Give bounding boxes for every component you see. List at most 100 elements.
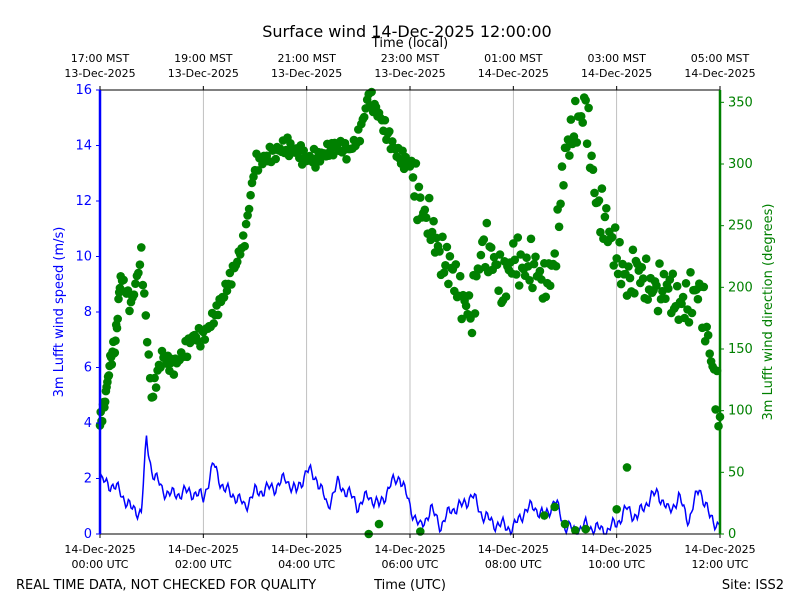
right-tick-label: 100 [728,404,753,419]
top-tick-time: 19:00 MST [174,52,233,65]
wind-direction-point [643,295,652,304]
wind-direction-point [150,373,159,383]
wind-direction-point [169,370,179,379]
bottom-tick-date: 14-Dec-2025 [271,543,342,556]
wind-direction-point [253,166,263,175]
wind-direction-point [421,213,431,222]
wind-direction-point [486,243,496,252]
wind-direction-point [687,308,697,318]
bottom-tick-date: 14-Dec-2025 [581,543,652,556]
wind-direction-point [684,318,694,327]
left-tick-label: 14 [75,139,92,154]
wind-direction-point [702,322,711,332]
wind-direction-point [244,204,254,214]
wind-direction-point [311,163,320,172]
top-tick-time: 05:00 MST [691,52,750,65]
wind-speed-series [99,435,721,537]
top-tick-time: 03:00 MST [587,52,646,65]
wind-direction-point [607,232,617,242]
wind-direction-point [528,283,537,293]
wind-direction-point [703,330,713,340]
wind-direction-point [455,271,465,281]
wind-direction-point [342,155,351,164]
wind-direction-point [196,342,205,351]
wind-direction-point [416,193,425,202]
wind-direction-point [129,290,139,300]
left-tick-label: 0 [84,527,92,542]
wind-direction-point [584,103,593,113]
wind-direction-point [510,255,520,265]
wind-direction-point [113,314,122,324]
wind-direction-point [227,280,236,289]
wind-direction-point [622,463,632,472]
wind-direction-point [144,350,153,359]
wind-direction-point [416,527,425,536]
wind-direction-point [367,87,376,97]
wind-direction-point [513,233,523,242]
left-tick-label: 2 [84,472,92,487]
wind-direction-point [219,293,229,302]
wind-direction-point [429,216,438,226]
wind-direction-point [597,184,607,193]
wind-direction-point [535,266,545,276]
wind-direction-point [541,292,551,302]
wind-direction-point [442,242,452,252]
wind-direction-point [104,371,114,380]
bottom-tick-time: 12:00 UTC [691,558,748,571]
bottom-tick-date: 14-Dec-2025 [684,543,755,556]
wind-direction-point [107,360,117,369]
wind-direction-point [141,311,151,320]
wind-direction-point [271,154,281,164]
wind-direction-point [246,190,255,200]
right-tick-label: 0 [728,527,736,542]
wind-direction-point [222,286,232,296]
wind-direction-point [131,279,140,289]
wind-direction-point [609,261,618,270]
wind-direction-point [134,268,143,278]
wind-direction-point [470,309,480,318]
wind-direction-point [240,241,249,251]
wind-direction-point [414,182,424,192]
wind-direction-point [655,259,664,268]
left-tick-label: 12 [75,194,92,209]
wind-direction-point [681,279,691,288]
wind-direction-point [137,243,146,252]
wind-direction-point [445,251,455,261]
wind-direction-point [602,204,611,213]
wind-direction-point [677,299,686,309]
wind-direction-point [550,502,559,512]
wind-direction-point [501,292,511,302]
wind-direction-point [653,306,663,316]
wind-direction-point [630,289,639,298]
wind-direction-point [624,262,633,271]
wind-direction-point [578,118,587,127]
wind-direction-point [612,505,621,514]
wind-direction-point [238,231,248,240]
top-tick-date: 13-Dec-2025 [271,67,342,80]
wind-direction-point [299,146,309,155]
wind-direction-point [659,269,669,279]
site-label: Site: ISS2 [722,578,784,593]
wind-direction-point [464,291,474,300]
chart-title: Surface wind 14-Dec-2025 12:00:00 [262,22,551,41]
top-tick-time: 23:00 MST [381,52,440,65]
wind-direction-point [554,222,564,232]
wind-direction-point [142,337,152,347]
left-axis-label: 3m Lufft wind speed (m/s) [52,227,67,398]
wind-direction-point [571,526,580,535]
wind-direction-point [138,280,148,290]
right-tick-label: 200 [728,280,753,295]
wind-direction-point [652,281,661,290]
wind-direction-point [135,260,145,270]
wind-direction-point [114,294,123,304]
wind-direction-point [581,96,590,105]
wind-direction-point [374,519,384,529]
wind-direction-point [100,397,110,407]
wind-direction-point [467,328,477,338]
wind-direction-point [213,310,223,320]
wind-direction-point [420,205,430,215]
bottom-tick-time: 10:00 UTC [588,558,645,571]
wind-direction-point [526,234,536,244]
wind-direction-point [444,279,453,289]
axis-ticks: 14-Dec-2025 00:00 UTC 14-Dec-2025 02:00 UTC… [64,52,755,571]
